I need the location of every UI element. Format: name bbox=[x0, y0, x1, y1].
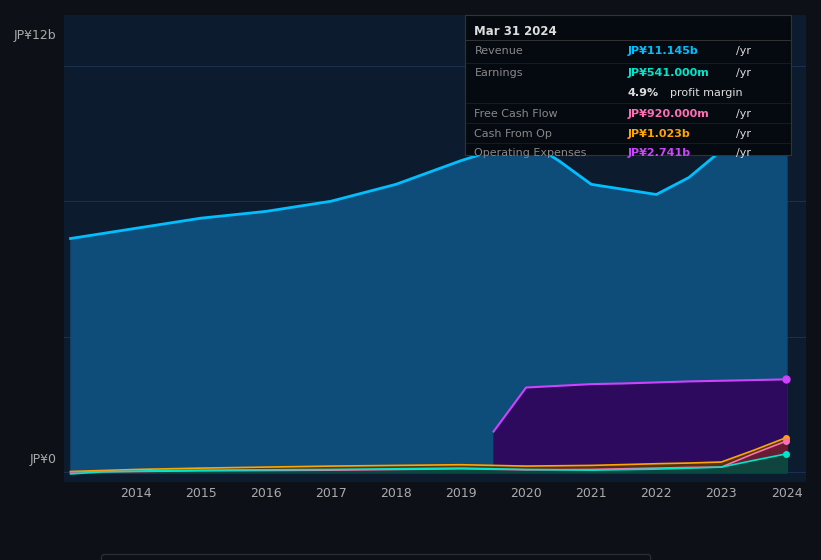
Text: JP¥11.145b: JP¥11.145b bbox=[628, 46, 699, 56]
Text: JP¥12b: JP¥12b bbox=[14, 29, 57, 42]
Text: Earnings: Earnings bbox=[475, 68, 523, 78]
Text: Mar 31 2024: Mar 31 2024 bbox=[475, 25, 557, 38]
Legend: Revenue, Earnings, Free Cash Flow, Cash From Op, Operating Expenses: Revenue, Earnings, Free Cash Flow, Cash … bbox=[101, 554, 650, 560]
Text: /yr: /yr bbox=[736, 46, 750, 56]
Text: /yr: /yr bbox=[736, 148, 750, 158]
Text: 4.9%: 4.9% bbox=[628, 88, 659, 98]
Text: /yr: /yr bbox=[736, 129, 750, 138]
Text: profit margin: profit margin bbox=[671, 88, 743, 98]
Text: /yr: /yr bbox=[736, 68, 750, 78]
Text: Free Cash Flow: Free Cash Flow bbox=[475, 109, 558, 119]
Text: Cash From Op: Cash From Op bbox=[475, 129, 553, 138]
Text: JP¥541.000m: JP¥541.000m bbox=[628, 68, 709, 78]
Text: JP¥2.741b: JP¥2.741b bbox=[628, 148, 691, 158]
Text: Operating Expenses: Operating Expenses bbox=[475, 148, 587, 158]
Text: JP¥0: JP¥0 bbox=[30, 453, 57, 466]
Text: JP¥920.000m: JP¥920.000m bbox=[628, 109, 709, 119]
Text: Revenue: Revenue bbox=[475, 46, 523, 56]
Text: /yr: /yr bbox=[736, 109, 750, 119]
Text: JP¥1.023b: JP¥1.023b bbox=[628, 129, 690, 138]
